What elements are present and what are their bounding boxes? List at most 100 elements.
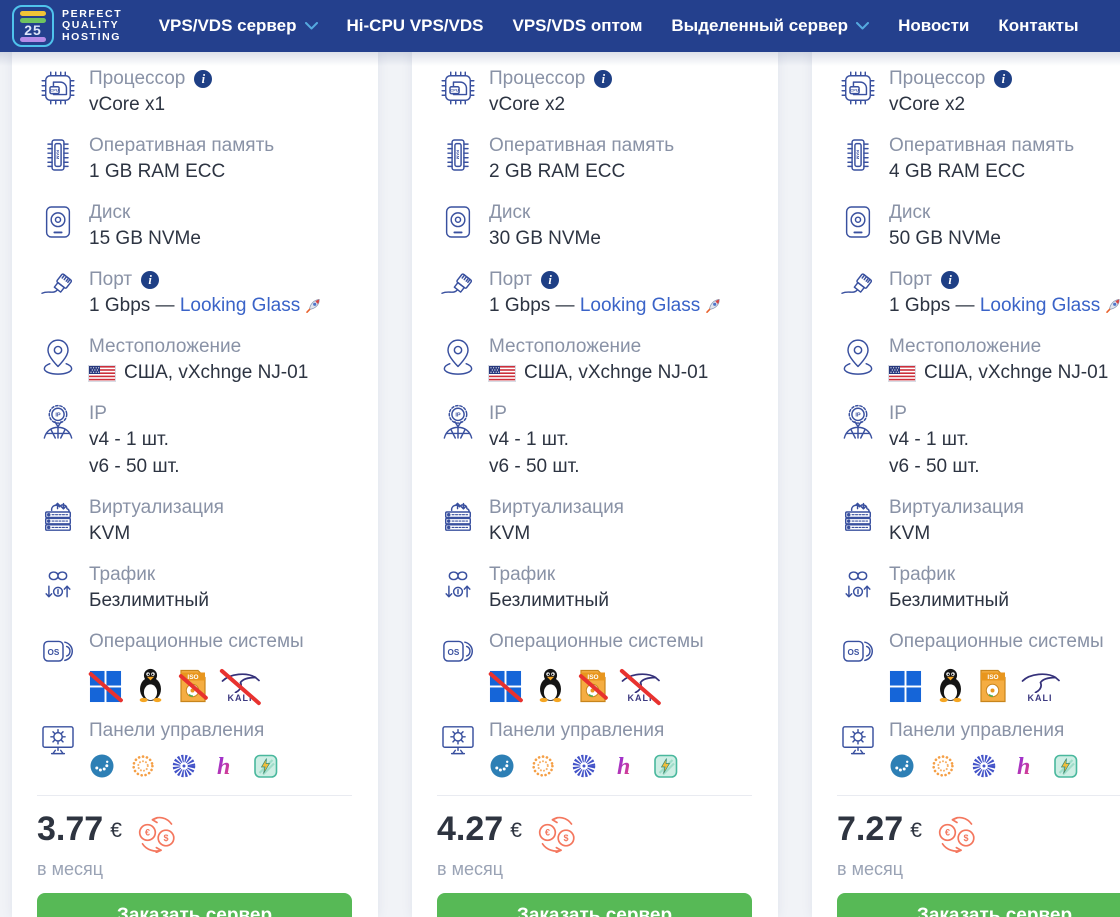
currency-symbol: €: [910, 819, 922, 842]
location-label: Местоположение: [489, 336, 642, 357]
panels-label: Панели управления: [489, 720, 665, 741]
os-label: Операционные системы: [89, 631, 304, 652]
location-value: США, vXchnge NJ-01: [89, 360, 308, 386]
site-logo[interactable]: 25 PERFECT QUALITY HOSTING: [12, 5, 122, 47]
linux-tux-icon: [135, 666, 166, 703]
currency-exchange-icon[interactable]: [535, 813, 579, 858]
nav-item-dedicated[interactable]: Выделенный сервер: [671, 16, 869, 36]
nav-item-vps-bulk[interactable]: VPS/VDS оптом: [512, 16, 643, 35]
traffic-value: Безлимитный: [889, 590, 1009, 611]
spec-ip: IP v4 - 1 шт. v6 - 50 шт.: [837, 401, 1120, 480]
spec-os: Операционные системы KALI: [837, 629, 1120, 703]
fastpanel-panel-icon: [1053, 753, 1079, 779]
location-value: США, vXchnge NJ-01: [889, 360, 1108, 386]
plan-card-1: Процессор i vCore x1 Оперативная память 1…: [12, 52, 378, 917]
nav-item-hicpu[interactable]: Hi-CPU VPS/VDS: [346, 16, 484, 35]
ram-value: 4 GB RAM ECC: [889, 161, 1026, 182]
hestiacp-panel-icon: [1012, 753, 1038, 779]
cpu-value: vCore x2: [889, 94, 966, 115]
disk-label: Диск: [89, 202, 131, 223]
disk-value: 15 GB NVMe: [89, 228, 201, 249]
looking-glass-link[interactable]: Looking Glass: [979, 295, 1101, 316]
ip-icon: [837, 401, 879, 480]
cpu-icon: [437, 66, 479, 118]
spec-ip: IP v4 - 1 шт. v6 - 50 шт.: [437, 401, 752, 480]
ip-icon: [437, 401, 479, 480]
divider: [837, 795, 1120, 796]
panels-label: Панели управления: [89, 720, 265, 741]
order-server-button[interactable]: Заказать сервер: [37, 893, 352, 917]
ip-label: IP: [89, 403, 107, 424]
spec-os: Операционные системы KALI: [37, 629, 352, 703]
disk-label: Диск: [889, 202, 931, 223]
currency-exchange-icon[interactable]: [135, 813, 179, 858]
ram-icon: [437, 133, 479, 185]
os-logos-row: KALI: [889, 659, 1104, 703]
chevron-down-icon: [856, 22, 869, 30]
price-block: 4.27 € в месяц: [437, 811, 752, 880]
spec-port: Порт i 1 Gbps — Looking Glass: [37, 267, 352, 319]
ram-icon: [837, 133, 879, 185]
currency-exchange-icon[interactable]: [935, 813, 979, 858]
traffic-label: Трафик: [89, 564, 156, 585]
kali-linux-icon: KALI: [620, 669, 660, 703]
price-value: 7.27: [837, 810, 904, 848]
info-icon[interactable]: i: [541, 271, 560, 289]
looking-glass-link[interactable]: Looking Glass: [179, 295, 301, 316]
rocket-icon: [1106, 295, 1120, 321]
windows-logo-icon: [89, 670, 122, 703]
ip-v4-value: v4 - 1 шт.: [89, 429, 169, 450]
order-server-button[interactable]: Заказать сервер: [837, 893, 1120, 917]
virtualization-value: KVM: [489, 523, 531, 544]
plan-card-2: Процессор i vCore x2 Оперативная память 2…: [412, 52, 778, 917]
ip-v4-value: v4 - 1 шт.: [889, 429, 969, 450]
iso-image-icon: [979, 669, 1007, 703]
linux-tux-icon: [535, 666, 566, 703]
info-icon[interactable]: i: [994, 70, 1013, 88]
spec-traffic: Трафик Безлимитный: [437, 562, 752, 614]
nav-item-news[interactable]: Новости: [898, 16, 970, 35]
info-icon[interactable]: i: [141, 271, 160, 289]
info-icon[interactable]: i: [941, 271, 960, 289]
traffic-value: Безлимитный: [89, 590, 209, 611]
port-value: 1 Gbps — Looking Glass: [489, 293, 722, 319]
panel-logos-row: [89, 752, 279, 780]
divider: [437, 795, 752, 796]
price-block: 7.27 € в месяц: [837, 811, 1120, 880]
traffic-label: Трафик: [489, 564, 556, 585]
fastpanel-panel-icon: [653, 753, 679, 779]
os-logos-row: KALI: [89, 659, 304, 703]
rocket-icon: [306, 295, 322, 321]
cpu-value: vCore x1: [89, 94, 166, 115]
ajenti-panel-icon: [889, 753, 915, 779]
spec-port: Порт i 1 Gbps — Looking Glass: [837, 267, 1120, 319]
cpu-value: vCore x2: [489, 94, 566, 115]
info-icon[interactable]: i: [594, 70, 613, 88]
control-panel-icon: [37, 718, 79, 780]
info-icon[interactable]: i: [194, 70, 213, 88]
divider: [37, 795, 352, 796]
hestiacp-panel-icon: [612, 753, 638, 779]
logo-badge-icon: 25: [12, 5, 54, 47]
cpu-label: Процессор: [89, 68, 186, 89]
port-value: 1 Gbps — Looking Glass: [89, 293, 322, 319]
nav-item-vps-server[interactable]: VPS/VDS сервер: [159, 16, 318, 36]
spec-virtualization: Виртуализация KVM: [37, 495, 352, 547]
logo-text: PERFECT QUALITY HOSTING: [62, 7, 123, 43]
price-value: 4.27: [437, 810, 504, 848]
disk-label: Диск: [489, 202, 531, 223]
os-label: Операционные системы: [489, 631, 704, 652]
spec-panels: Панели управления: [437, 718, 752, 780]
cpu-label: Процессор: [489, 68, 586, 89]
looking-glass-link[interactable]: Looking Glass: [579, 295, 701, 316]
vestacp-panel-icon: [971, 753, 997, 779]
spec-traffic: Трафик Безлимитный: [837, 562, 1120, 614]
spec-cpu: Процессор i vCore x1: [37, 66, 352, 118]
spec-traffic: Трафик Безлимитный: [37, 562, 352, 614]
nav-menu: VPS/VDS сервер Hi-CPU VPS/VDS VPS/VDS оп…: [144, 16, 1108, 36]
nav-item-contacts[interactable]: Контакты: [998, 16, 1079, 35]
iso-image-icon: [179, 669, 207, 703]
kali-linux-icon: KALI: [220, 669, 260, 703]
order-server-button[interactable]: Заказать сервер: [437, 893, 752, 917]
virtualization-label: Виртуализация: [89, 497, 224, 518]
